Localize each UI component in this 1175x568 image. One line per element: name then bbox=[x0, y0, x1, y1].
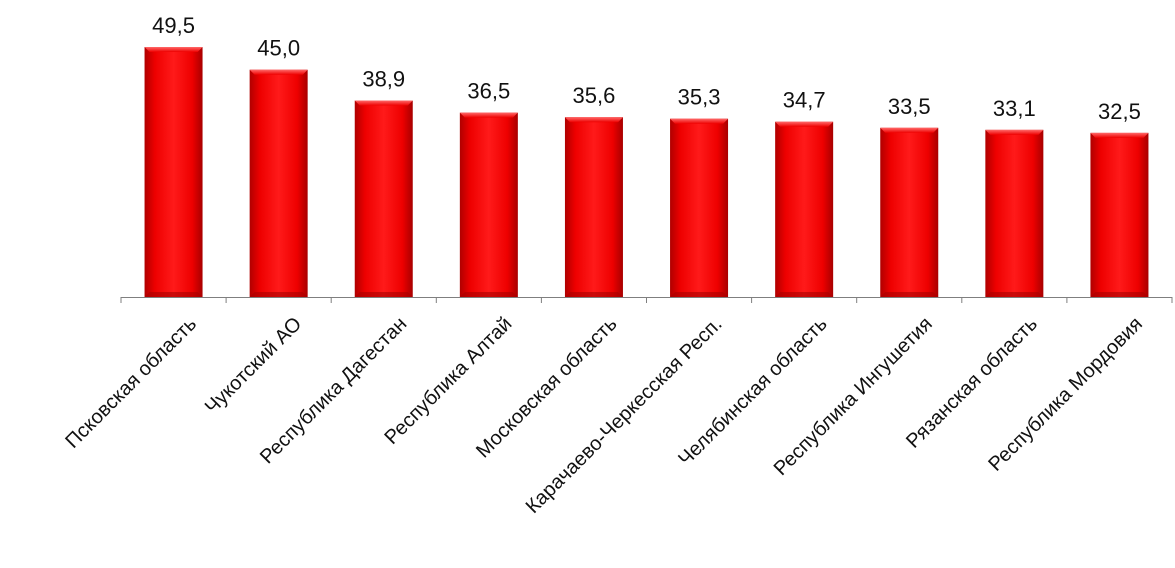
value-label: 36,5 bbox=[467, 79, 510, 104]
bar-bottom-bevel bbox=[354, 292, 413, 297]
value-label: 49,5 bbox=[152, 13, 195, 38]
bar bbox=[1090, 132, 1149, 297]
bar-bottom-bevel bbox=[985, 292, 1044, 297]
bar-body bbox=[354, 100, 413, 297]
bar-top-bevel bbox=[459, 112, 518, 118]
bar bbox=[354, 100, 413, 297]
bar-top-bevel bbox=[985, 129, 1044, 135]
bar-top-bevel bbox=[354, 100, 413, 106]
bar bbox=[459, 112, 518, 298]
value-label: 32,5 bbox=[1098, 99, 1141, 124]
bar-bottom-bevel bbox=[880, 292, 939, 297]
bar-top-bevel bbox=[670, 118, 729, 124]
value-labels-layer: 49,5 45,0 38,9 36,5 35,6 35,3 34,7 33,5 33,1 32,5 bbox=[152, 13, 1141, 124]
bar bbox=[249, 69, 308, 298]
value-label: 45,0 bbox=[257, 36, 300, 61]
value-label: 35,6 bbox=[573, 83, 616, 108]
category-labels-layer: Псковская область Чукотский АОРеспублика … bbox=[61, 313, 1147, 518]
value-label: 33,1 bbox=[993, 96, 1036, 121]
value-label: 38,9 bbox=[362, 67, 405, 92]
bar bbox=[880, 127, 939, 298]
bar-top-bevel bbox=[775, 121, 834, 127]
bar-top-bevel bbox=[880, 127, 939, 133]
bar-top-bevel bbox=[564, 117, 623, 123]
bar-bottom-bevel bbox=[670, 292, 729, 297]
bar bbox=[670, 118, 729, 298]
bar-body bbox=[1090, 132, 1149, 297]
bar-bottom-bevel bbox=[775, 292, 834, 297]
bar-bottom-bevel bbox=[144, 292, 203, 297]
category-label: Чукотский АО bbox=[201, 313, 306, 418]
value-label: 33,5 bbox=[888, 94, 931, 119]
bar-body bbox=[564, 117, 623, 297]
bar-bottom-bevel bbox=[1090, 292, 1149, 297]
bar bbox=[564, 117, 623, 297]
bar bbox=[775, 121, 834, 298]
bar-body bbox=[459, 112, 518, 298]
bar-top-bevel bbox=[144, 47, 203, 52]
value-label: 35,3 bbox=[678, 85, 721, 110]
category-label: Псковская область bbox=[61, 313, 201, 453]
bars-layer bbox=[144, 47, 1149, 298]
bar-top-bevel bbox=[1090, 132, 1149, 138]
bar-bottom-bevel bbox=[249, 292, 308, 297]
value-label: 34,7 bbox=[783, 88, 826, 113]
bar-bottom-bevel bbox=[564, 292, 623, 297]
bar-body bbox=[670, 118, 729, 298]
bar-bottom-bevel bbox=[459, 292, 518, 297]
bar-body bbox=[249, 69, 308, 298]
bar-body bbox=[880, 127, 939, 298]
bar-top-bevel bbox=[249, 69, 308, 75]
category-label: Карачаево-Черкесская Респ. bbox=[522, 313, 727, 518]
bar-body bbox=[144, 47, 203, 297]
bar-body bbox=[985, 129, 1044, 297]
bar bbox=[985, 129, 1044, 297]
bar-body bbox=[775, 121, 834, 298]
bar bbox=[144, 47, 203, 297]
x-axis bbox=[120, 297, 1173, 303]
